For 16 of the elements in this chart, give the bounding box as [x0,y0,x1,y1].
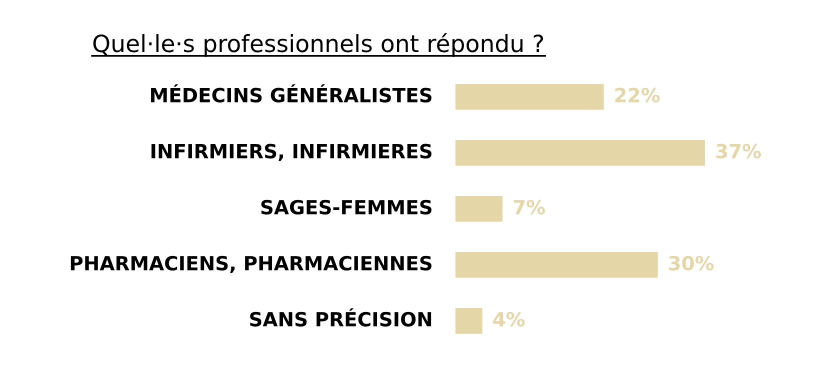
y-tick-label: MÉDECINS GÉNÉRALISTES [151,84,432,102]
y-tick-label: INFIRMIERS, INFIRMIERES [152,144,432,161]
bar [455,196,503,222]
data-label: 4% [493,312,525,327]
data-label: 37% [716,144,761,158]
y-tick-label: SANS PRÉCISION [250,308,432,327]
y-tick-label: PHARMACIENS, PHARMACIENNES [70,256,432,274]
data-label: 7% [514,200,545,215]
bar [455,308,482,334]
data-label: 22% [615,88,660,102]
y-tick-label: SAGES-FEMMES [261,200,432,215]
bar [455,84,604,110]
chart-title: Quel·le·s professionnels ont répondu ? [93,33,544,57]
bar [455,252,658,278]
data-label: 30% [669,256,714,271]
bar [455,140,706,166]
